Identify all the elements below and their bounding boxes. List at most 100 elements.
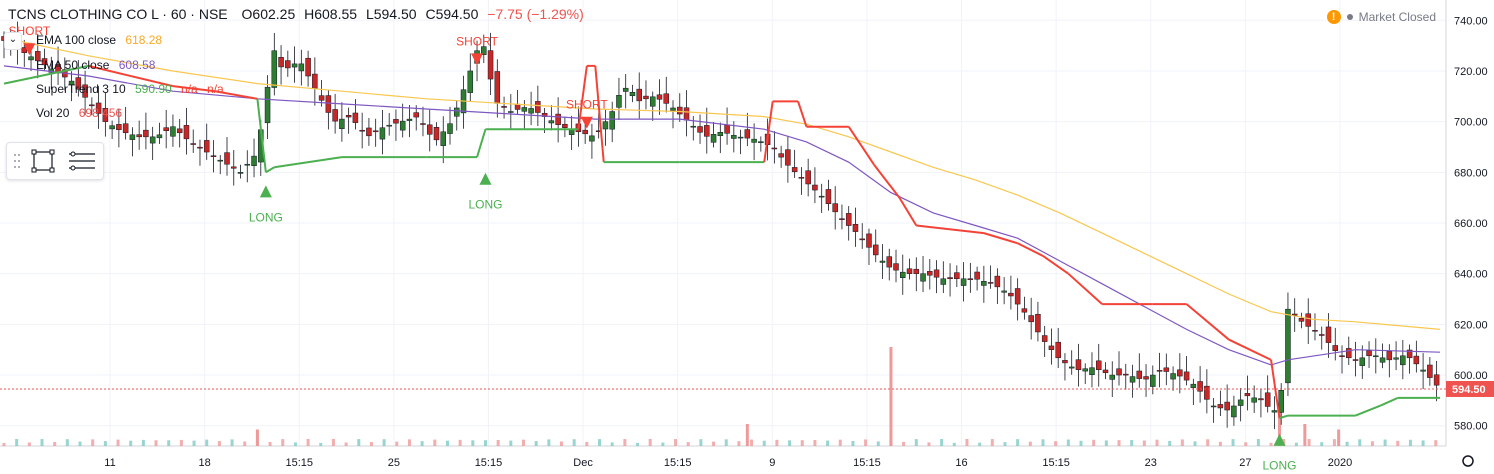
candle-body	[1102, 369, 1109, 374]
candle-body	[656, 94, 663, 100]
volume-bar	[433, 439, 437, 446]
candle-body	[48, 68, 55, 73]
settings-lines-icon[interactable]	[69, 151, 95, 171]
volume-bar	[27, 442, 31, 446]
volume-bar	[623, 439, 627, 446]
volume-bar	[243, 441, 247, 446]
candle-body	[731, 135, 737, 139]
volume-bar	[560, 441, 564, 446]
candle-body	[1433, 374, 1440, 386]
candle-body	[1150, 374, 1156, 387]
candle-body	[852, 224, 859, 232]
x-tick-label: 15:15	[285, 457, 313, 469]
candle-body	[568, 129, 575, 135]
volume-bar	[205, 439, 209, 446]
candle-body	[1028, 315, 1034, 323]
supertrend-segment	[88, 64, 174, 88]
candle-body	[1197, 381, 1203, 392]
candle-body	[1278, 390, 1284, 413]
volume-bar	[357, 439, 361, 446]
candle-body	[1318, 334, 1325, 336]
candle-body	[1143, 376, 1149, 380]
drag-handle-icon[interactable]	[14, 154, 20, 168]
candle-body	[785, 149, 791, 166]
candle-body	[95, 102, 102, 114]
volume-bar	[686, 442, 690, 446]
candle-body	[974, 271, 980, 280]
rectangle-tool-icon[interactable]	[31, 149, 55, 173]
candle-body	[589, 135, 595, 142]
volume-bar	[344, 442, 348, 446]
candle-body	[900, 271, 906, 278]
legend-ema100[interactable]: EMA 100 close 618.28	[36, 33, 162, 47]
candle-body	[487, 50, 494, 80]
candle-body	[1089, 367, 1095, 375]
long-signal-label: LONG	[249, 210, 283, 224]
candle-body	[670, 107, 676, 111]
volume-bar	[141, 439, 145, 446]
candle-body	[75, 77, 82, 90]
legend-collapse-button[interactable]: ⌄	[4, 32, 22, 50]
candle-body	[967, 278, 974, 280]
volume-bar	[838, 439, 842, 446]
volume-bar	[1383, 439, 1387, 446]
volume-bar	[1104, 440, 1108, 446]
candle-body	[359, 129, 365, 132]
gear-icon[interactable]	[1462, 455, 1474, 467]
volume-bar	[1003, 442, 1007, 446]
supertrend-segment	[1185, 303, 1230, 341]
volume-bar	[319, 442, 323, 446]
volume-bar	[1130, 440, 1134, 446]
candle-body	[683, 107, 690, 121]
candle-body	[947, 277, 953, 279]
candle-body	[987, 282, 994, 284]
candle-body	[1373, 355, 1379, 358]
ema50-label: EMA 50 close	[36, 58, 110, 72]
supertrend-segment	[797, 101, 808, 128]
volume-bar	[1079, 440, 1083, 446]
candle-body	[663, 93, 669, 104]
long-signal-arrow	[259, 185, 272, 198]
candle-body	[805, 170, 811, 185]
symbol-title[interactable]: TCNS CLOTHING CO L · 60 · NSE	[8, 6, 228, 22]
candle-body	[818, 195, 825, 198]
volume-bar	[496, 439, 500, 446]
candle-body	[704, 125, 710, 137]
candle-body	[690, 125, 697, 128]
volume-bar	[990, 439, 994, 446]
candle-body	[744, 129, 751, 139]
legend-ema50[interactable]: EMA 50 close 608.58	[36, 58, 155, 72]
candle-body	[1339, 355, 1345, 357]
volume-bar	[737, 441, 741, 446]
volume-bar	[521, 439, 525, 446]
volume-bar	[382, 439, 386, 446]
warning-icon[interactable]: !	[1326, 10, 1341, 24]
legend-supertrend[interactable]: SuperTrend 3 10 590.90 n/a n/a	[36, 82, 224, 96]
volume-bar	[636, 442, 640, 446]
y-tick-label: 600.00	[1454, 370, 1488, 382]
y-tick-label: 680.00	[1454, 167, 1488, 179]
x-tick-label: 15:15	[1042, 457, 1070, 469]
volume-bar	[598, 439, 602, 446]
candle-body	[758, 141, 764, 144]
volume-bar	[116, 439, 120, 446]
y-tick-label: 660.00	[1454, 218, 1488, 230]
candle-body	[649, 96, 656, 107]
candle-body	[447, 123, 453, 134]
candle-body	[1325, 326, 1332, 343]
candle-body	[1427, 364, 1433, 378]
candle-body	[312, 73, 318, 89]
x-tick-label: 25	[388, 457, 400, 469]
candle-body	[697, 126, 703, 133]
legend-volume[interactable]: Vol 20 698 456	[36, 106, 122, 120]
volume-bar	[217, 441, 221, 446]
candle-body	[771, 147, 778, 150]
volume-bar	[1054, 441, 1058, 446]
chevron-down-icon: ⌄	[8, 34, 18, 45]
supertrend-segment	[1380, 396, 1399, 407]
volume-bar	[458, 439, 462, 446]
volume-bar	[445, 440, 449, 446]
volume-bar	[1028, 441, 1032, 446]
volume-bar	[1066, 439, 1070, 446]
